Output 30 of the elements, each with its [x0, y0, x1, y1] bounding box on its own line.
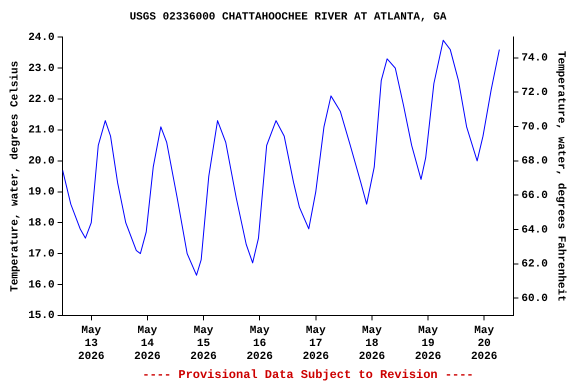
- y2-tick-label: 68.0: [521, 156, 548, 168]
- x-tick-label: May 16 2026: [246, 324, 273, 364]
- y-tick-label: 24.0: [28, 32, 55, 44]
- y-tick-label: 22.0: [28, 94, 55, 106]
- y-tick-label: 18.0: [28, 217, 55, 230]
- y-tick-label: 20.0: [28, 156, 55, 168]
- y2-tick-label: 72.0: [521, 86, 548, 99]
- y2-tick-label: 64.0: [521, 224, 548, 236]
- y2-tick-label: 66.0: [521, 190, 548, 202]
- chart-title: USGS 02336000 CHATTAHOOCHEE RIVER AT ATLANTA, GA: [130, 11, 447, 24]
- x-tick-label: May 15 2026: [190, 324, 217, 364]
- x-tick-label: May 18 2026: [358, 324, 386, 364]
- y2-tick-label: 74.0: [521, 52, 548, 65]
- x-tick-label: May 13 2026: [78, 324, 104, 364]
- y-tick-label: 17.0: [28, 248, 55, 260]
- y2-tick-label: 70.0: [521, 121, 548, 134]
- y-tick-label: 23.0: [28, 62, 55, 75]
- y-tick-label: 19.0: [28, 186, 55, 199]
- y-tick-label: 16.0: [28, 279, 55, 292]
- x-tick-label: May 14 2026: [134, 324, 161, 364]
- x-tick-label: May 17 2026: [302, 324, 329, 364]
- y2-axis-title: Temperature, water, degrees Fahrenheit: [554, 50, 567, 302]
- x-tick-label: May 19 2026: [414, 324, 442, 364]
- x-tick-label: May 20 2026: [470, 324, 498, 364]
- y2-tick-label: 62.0: [521, 258, 548, 271]
- text: ---- Provisional Data Subject to Revision ----: [142, 368, 474, 382]
- y-axis-title: Temperature, water, degrees Celsius: [9, 60, 22, 292]
- y2-tick-label: 60.0: [521, 292, 548, 305]
- y-tick-label: 15.0: [28, 310, 55, 322]
- y-tick-label: 21.0: [28, 124, 55, 137]
